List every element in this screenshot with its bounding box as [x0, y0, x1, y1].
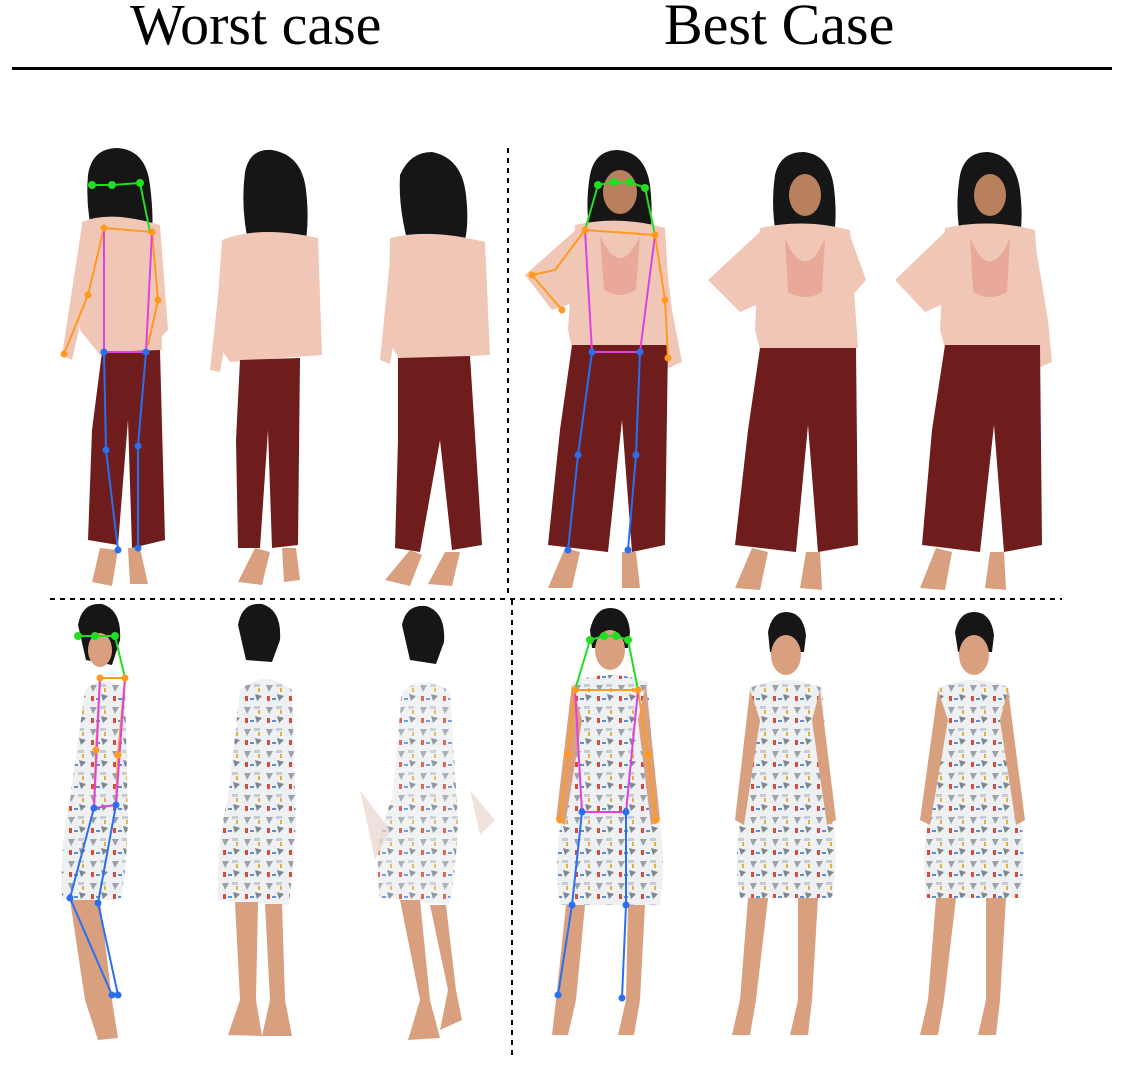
- figure-bottom-best-1: [552, 608, 664, 1035]
- figure-top-best-2: [708, 152, 866, 590]
- figure-top-best-1: [525, 150, 682, 588]
- figure-bottom-worst-2: [217, 603, 296, 1036]
- figure-top-worst-1: [60, 148, 168, 586]
- best-case-heading: Best Case: [664, 0, 895, 57]
- figure-bottom-worst-1: [61, 603, 129, 1040]
- figure-top-best-3: [895, 152, 1052, 590]
- figure-bottom-worst-3: [360, 605, 495, 1040]
- header-rule: [12, 67, 1112, 70]
- figure-bottom-best-2: [732, 612, 836, 1035]
- worst-case-heading: Worst case: [130, 0, 382, 57]
- figure-top-worst-3: [380, 152, 490, 586]
- figure-top-worst-2: [210, 149, 322, 585]
- figure-bottom-best-3: [920, 612, 1025, 1035]
